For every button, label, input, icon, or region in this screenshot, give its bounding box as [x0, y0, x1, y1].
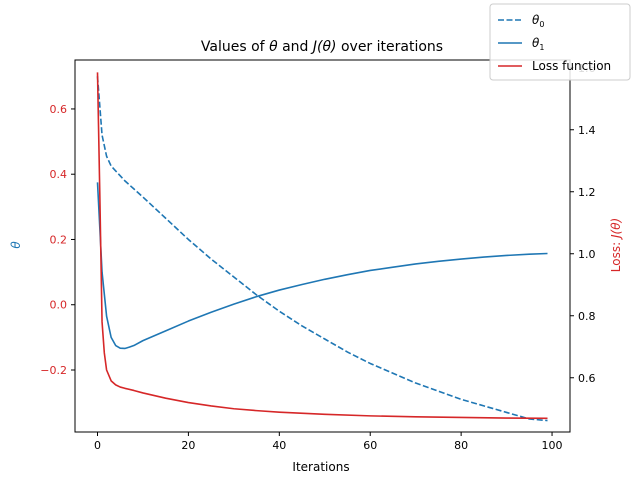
title-theta: θ [269, 39, 278, 55]
right-axis-label: Loss: J(θ) [609, 218, 623, 272]
x-tick-label: 20 [181, 439, 195, 452]
right-tick-label: 1.4 [578, 124, 596, 137]
series-line-2 [96, 72, 548, 420]
x-axis-label: Iterations [292, 460, 349, 474]
legend-label: Loss function [532, 59, 611, 73]
x-tick-label: 80 [454, 439, 468, 452]
legend: θ0 θ1 Loss function [489, 3, 631, 81]
title-middle: and [278, 39, 313, 55]
left-tick-label: 0.4 [50, 168, 68, 181]
chart-title: Values of θ and J(θ) over iterations [201, 39, 443, 55]
plot-frame [74, 59, 571, 433]
left-tick-label: 0.6 [50, 103, 68, 116]
axes-layer: 0 20 40 60 80 100 −0.2 0.0 0.2 0.4 0.6 0.6 0.8 1.0 1.2… [40, 59, 596, 452]
x-tick-label: 40 [272, 439, 286, 452]
right-tick-label: 0.6 [578, 372, 596, 385]
series-line-1 [96, 182, 548, 350]
title-loss: J(θ) [310, 39, 337, 55]
right-label-symbol: J(θ) [609, 218, 623, 240]
left-tick-label: 0.2 [50, 233, 68, 246]
right-tick-label: 0.8 [578, 310, 596, 323]
legend-label: θ0 [532, 13, 544, 29]
x-tick-label: 100 [542, 439, 563, 452]
right-tick-label: 1.0 [578, 248, 596, 261]
right-tick-label: 1.2 [578, 186, 596, 199]
title-prefix: Values of [201, 39, 269, 55]
legend-box [489, 3, 631, 81]
legend-label: θ1 [532, 36, 544, 52]
left-tick-label: 0.0 [50, 299, 68, 312]
series-layer [96, 72, 548, 422]
x-tick-label: 60 [363, 439, 377, 452]
right-label-prefix: Loss: [609, 238, 623, 272]
title-suffix: over iterations [337, 39, 444, 55]
left-axis-label: θ [9, 241, 23, 249]
x-tick-label: 0 [94, 439, 101, 452]
series-line-0 [96, 76, 548, 422]
left-tick-label: −0.2 [40, 364, 67, 377]
